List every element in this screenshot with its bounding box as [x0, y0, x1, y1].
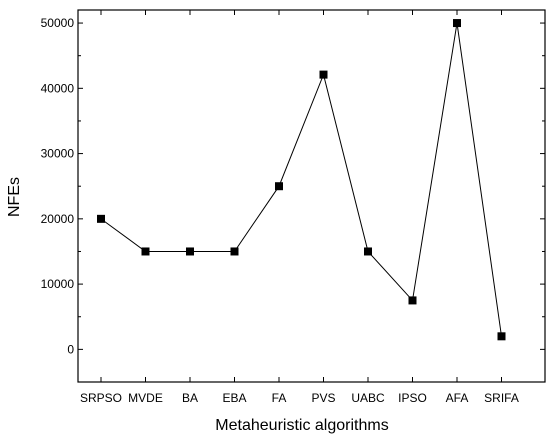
- y-tick-label: 30000: [41, 147, 75, 161]
- y-axis: 0 10000 20000 30000 40000 50000: [41, 16, 545, 356]
- data-point-srpso: [97, 214, 105, 223]
- x-tick-label: SRPSO: [80, 391, 122, 405]
- plot-border: [77, 9, 546, 383]
- x-tick-label: FA: [272, 391, 287, 405]
- series-line: [100, 22, 502, 337]
- x-tick-label: MVDE: [128, 391, 163, 405]
- x-tick-label: AFA: [446, 391, 469, 405]
- plot-frame: [77, 9, 546, 383]
- data-point-afa: [453, 19, 461, 28]
- x-axis: SRPSO MVDE BA EBA FA PVS UABC IPSO AFA SRIFA: [80, 10, 519, 405]
- x-axis-title: Metaheuristic algorithms: [215, 417, 388, 434]
- data-points: [97, 19, 506, 341]
- data-point-mvde: [141, 247, 150, 256]
- data-point-srifa: [497, 332, 506, 341]
- y-tick-label: 20000: [41, 212, 75, 226]
- x-tick-label: PVS: [311, 391, 335, 405]
- data-point-ba: [186, 247, 194, 256]
- y-tick-label: 10000: [41, 277, 75, 291]
- x-tick-label: IPSO: [398, 391, 427, 405]
- data-point-uabc: [364, 247, 372, 256]
- data-point-pvs: [319, 70, 328, 79]
- y-axis-title: NFEs: [6, 177, 23, 217]
- data-point-eba: [230, 247, 239, 256]
- y-tick-label: 40000: [41, 81, 75, 95]
- data-point-ipso: [408, 296, 417, 305]
- data-point-fa: [275, 182, 283, 191]
- x-tick-label: BA: [182, 391, 198, 405]
- series-polyline: [100, 22, 502, 337]
- x-tick-label: UABC: [351, 391, 385, 405]
- x-tick-label: EBA: [222, 391, 246, 405]
- y-tick-label: 50000: [41, 16, 75, 30]
- y-tick-label: 0: [67, 342, 74, 356]
- x-tick-label: SRIFA: [484, 391, 519, 405]
